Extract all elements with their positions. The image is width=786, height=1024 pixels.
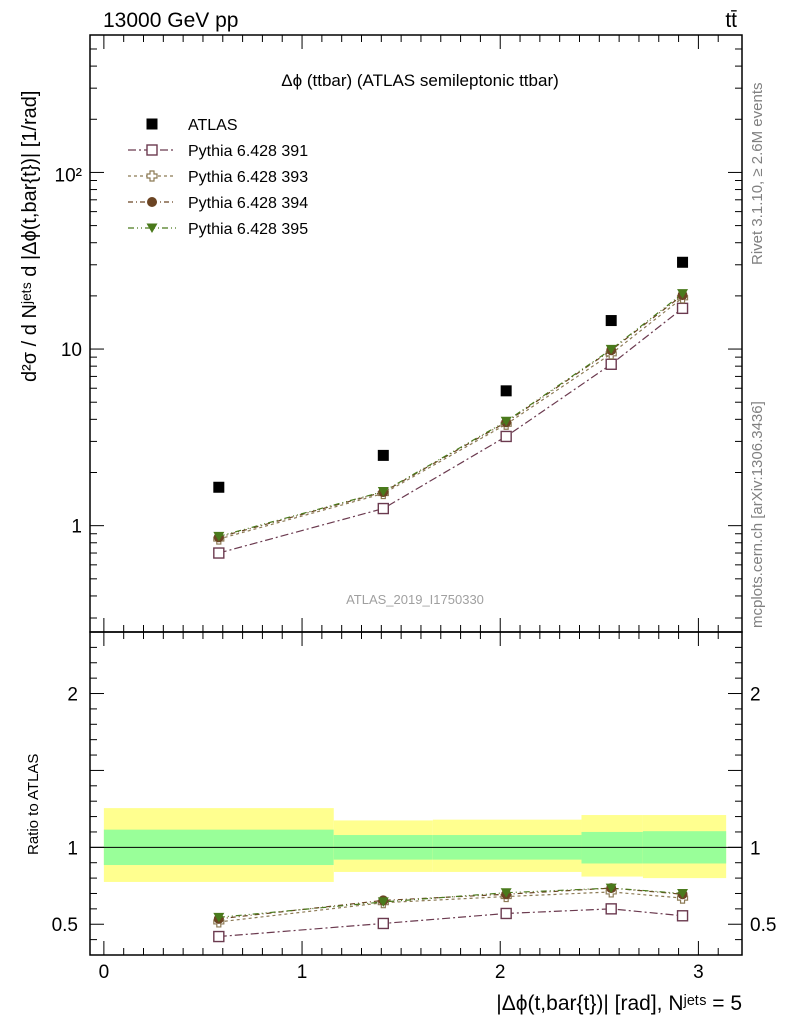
data-point-main [677, 289, 689, 299]
legend-marker [146, 118, 158, 130]
legend-label: Pythia 6.428 391 [188, 143, 308, 160]
series-line-ratio [218, 887, 683, 918]
data-point-main [377, 502, 390, 515]
data-point-main [377, 487, 389, 497]
ratio-plot-frame [89, 631, 743, 956]
y-axis-label-ratio: Ratio to ATLAS [25, 754, 42, 855]
y-tick-label-ratio: 1 [67, 838, 78, 859]
y-tick-label-main: 10² [55, 165, 82, 186]
y-tick-label-ratio-right: 2 [750, 685, 761, 706]
x-tick-label: 3 [693, 962, 704, 983]
y-tick-label-ratio: 2 [67, 685, 78, 706]
data-point-main [213, 547, 225, 559]
data-point-main [213, 481, 225, 493]
data-point-ratio [500, 907, 512, 920]
data-point-ratio [500, 888, 512, 898]
legend-marker [147, 197, 157, 207]
legend-label: Pythia 6.428 394 [188, 195, 308, 212]
y-axis-label-main: d²σ / d Nʲᵉᵗˢ d |Δϕ(t,bar{t})| [1/rad] [19, 91, 41, 382]
data-point-main [605, 358, 617, 370]
data-point-main [677, 256, 689, 268]
data-point-main [676, 302, 689, 315]
energy-label: 13000 GeV pp [103, 9, 238, 32]
data-point-ratio [377, 917, 390, 930]
data-point-ratio [377, 897, 389, 907]
data-point-ratio [213, 912, 225, 923]
y-tick-label-ratio: 0.5 [52, 915, 78, 936]
legend-label: Pythia 6.428 393 [188, 169, 308, 186]
data-point-main [377, 449, 389, 461]
data-point-ratio [677, 888, 689, 899]
y-tick-label-main: 1 [71, 517, 82, 538]
rivet-label: Rivet 3.1.10, ≥ 2.6M events [749, 83, 766, 266]
data-point-main [500, 385, 512, 397]
chart-title: Δϕ (ttbar) (ATLAS semileptonic ttbar) [281, 71, 559, 90]
legend-label: ATLAS [188, 117, 238, 134]
legend-marker [146, 170, 158, 182]
data-point-main [500, 416, 512, 427]
legend-label: Pythia 6.428 395 [188, 221, 308, 238]
data-point-ratio [605, 883, 617, 894]
series-line-main [218, 294, 683, 538]
x-tick-label: 1 [297, 962, 308, 983]
series-line-main [218, 297, 683, 540]
watermark: ATLAS_2019_I1750330 [346, 592, 484, 607]
data-point-main [500, 430, 512, 443]
y-tick-label-ratio-right: 1 [750, 838, 761, 859]
legend-marker [146, 223, 158, 233]
data-point-ratio [213, 930, 225, 943]
series-line-main [218, 307, 683, 554]
x-axis-label: |Δϕ(t,bar{t})| [rad], Nʲᵉᵗˢ = 5 [496, 992, 742, 1015]
y-tick-label-main: 10 [61, 340, 82, 361]
y-tick-label-ratio-right: 0.5 [750, 915, 776, 936]
legend-marker [146, 144, 158, 156]
x-tick-label: 2 [495, 962, 506, 983]
series-line-main [218, 293, 683, 537]
data-point-ratio [605, 903, 617, 915]
data-point-ratio [676, 910, 689, 922]
process-label: tt̄ [725, 9, 737, 32]
data-point-main [213, 531, 225, 542]
data-point-main [605, 344, 617, 355]
mcplots-label: mcplots.cern.ch [arXiv:1306.3436] [749, 401, 766, 628]
data-point-main [605, 315, 617, 327]
x-tick-label: 0 [99, 962, 110, 983]
